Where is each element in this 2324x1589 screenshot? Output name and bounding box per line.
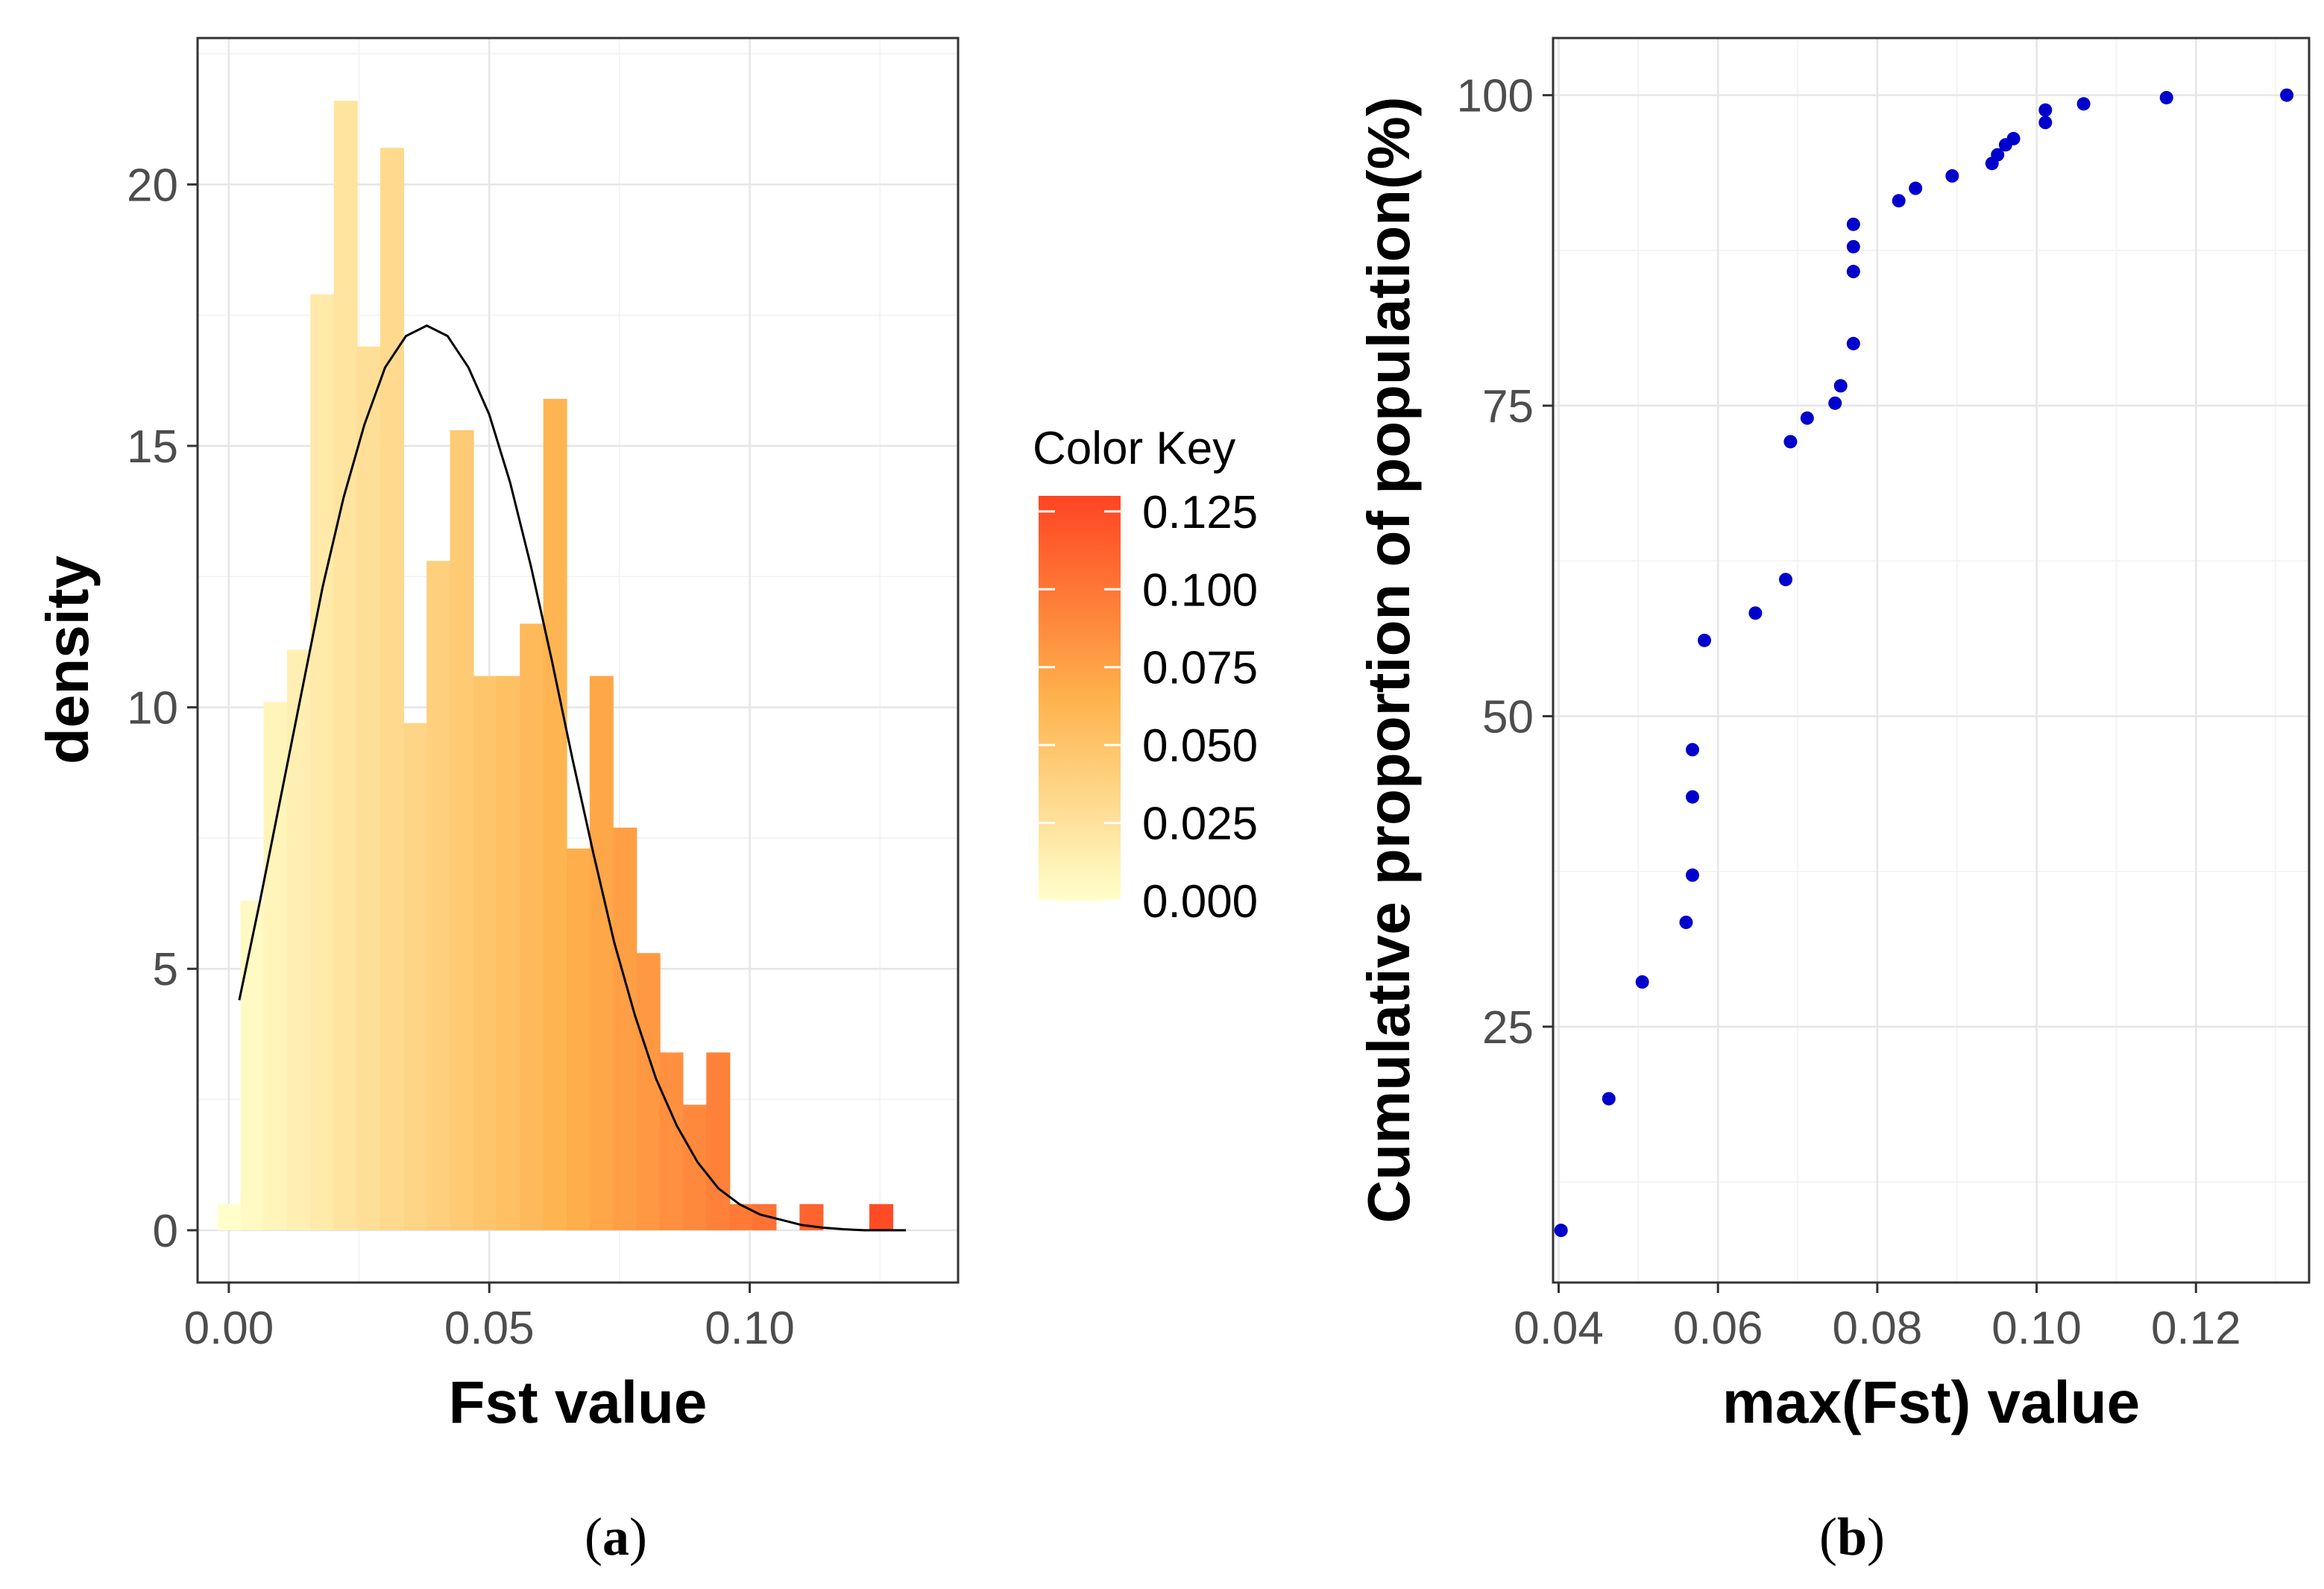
panel-b-y-axis-title: Cumulative proportion of population(%) [1355,97,1422,1224]
scatter-point [1635,975,1649,989]
panel-b-y-tick-label: 50 [1482,691,1534,743]
histogram-bar [659,1052,684,1230]
panel-b-y-tick-label: 100 [1457,71,1534,122]
scatter-point [1909,181,1923,195]
color-key-gradient-bar [1039,496,1121,901]
panel-b-y-ticks: 25 50 75 100 [1457,71,1553,1054]
histogram-bar [543,398,567,1230]
panel-a-x-tick-label: 0.00 [184,1303,274,1354]
scatter-point [1698,633,1712,647]
panel-a-y-tick-label: 5 [153,944,178,995]
color-key-label: 0.000 [1142,876,1258,928]
histogram-bar [380,148,405,1230]
scatter-point [1846,217,1860,231]
panel-b-gridlines [1553,38,2309,1283]
color-key-label: 0.100 [1142,564,1258,616]
scatter-point [2159,90,2173,104]
histogram-bar [520,623,544,1230]
scatter-point [1685,868,1699,882]
scatter-point [1779,573,1792,587]
scatter-point [1685,790,1699,804]
histogram-bar [217,1203,242,1230]
panel-a-x-tick-label: 0.10 [705,1303,795,1354]
panel-b-x-axis-title: max(Fst) value [1722,1369,2140,1435]
panel-b-x-tick-label: 0.04 [1514,1303,1604,1354]
color-key-label: 0.125 [1142,487,1258,538]
scatter-point [1991,148,2005,162]
panel-b-x-tick-label: 0.10 [1991,1303,2082,1354]
scatter-point [1679,915,1693,929]
panel-b-border [1552,37,2311,1284]
panel-b-x-tick-label: 0.06 [1673,1303,1763,1354]
panel-a-caption: (a) [585,1507,647,1567]
histogram-bar [426,561,451,1230]
histogram-bar [310,294,335,1230]
histogram-bar [706,1052,731,1230]
panel-a-y-tick-label: 0 [153,1206,178,1257]
panel-a-y-ticks: 0 5 10 15 20 [127,160,198,1257]
scatter-point [1892,194,1906,208]
histogram-bar [403,723,428,1230]
histogram-bar [869,1203,894,1230]
histogram-bar [496,676,520,1230]
color-key-label: 0.050 [1142,720,1258,772]
histogram-bar [333,101,358,1230]
scatter-point [2038,103,2053,117]
scatter-point [1846,239,1860,254]
panel-b-caption-letter: b [1837,1507,1867,1567]
histogram-bar [263,702,288,1230]
panel-a-y-tick-label: 10 [127,683,178,734]
scatter-point [1602,1092,1616,1106]
scatter-point [1846,265,1860,279]
histogram-bar [636,953,661,1230]
histogram-bar [473,676,498,1230]
scatter-point [1833,379,1848,393]
scatter-point [1828,396,1842,410]
histogram-bar [567,848,591,1230]
histogram-bar [589,676,614,1230]
panel-a-histogram-bars [217,101,894,1230]
panel-a-x-axis-title: Fst value [449,1369,708,1435]
density-curve [238,324,907,1232]
panel-b-scatter: 0.04 0.06 0.08 0.10 0.12 25 50 75 100 max(Fst) … [1355,37,2311,1567]
scatter-point [1783,435,1798,449]
panel-b-points [1554,88,2294,1238]
scatter-point [2280,88,2294,102]
panel-a-y-tick-label: 15 [127,421,178,473]
panel-a-y-tick-label: 20 [127,160,178,211]
panel-a-y-axis-title: density [34,555,101,764]
panel-a-density-curve-group [238,324,907,1232]
color-key-label: 0.025 [1142,799,1258,850]
scatter-point [1554,1224,1568,1238]
panel-a-x-ticks: 0.00 0.05 0.10 [184,1283,795,1354]
color-key-title: Color Key [1033,423,1235,474]
panel-b-y-tick-label: 25 [1482,1002,1534,1054]
color-key-label: 0.075 [1142,643,1258,694]
histogram-bar [613,827,637,1230]
panel-a-x-tick-label: 0.05 [444,1303,535,1354]
histogram-bar [240,901,265,1230]
panel-b-x-tick-label: 0.08 [1833,1303,1923,1354]
scatter-point [1846,336,1860,350]
scatter-point [1748,606,1763,620]
scatter-point [1800,411,1814,425]
panel-b-y-tick-label: 75 [1482,381,1534,432]
scatter-point [2038,116,2053,130]
color-key-ticks: 0.000 0.025 0.050 0.075 0.100 0.125 [1039,487,1258,928]
panel-b-x-ticks: 0.04 0.06 0.08 0.10 0.12 [1514,1283,2241,1354]
panel-a-caption-letter: a [602,1507,629,1567]
scatter-point [2006,131,2021,145]
scatter-point [1945,169,1959,183]
scatter-point [1685,743,1699,757]
histogram-bar [356,346,381,1230]
panel-b-caption: (b) [1819,1507,1885,1567]
color-key-legend: Color Key 0.000 0.025 0.050 0.075 0.100 0.125 [1033,423,1258,928]
panel-b-x-tick-label: 0.12 [2151,1303,2241,1354]
histogram-bar [450,429,474,1230]
panel-a-border [196,37,960,1284]
scatter-point [2076,97,2091,111]
histogram-bar [286,649,311,1230]
